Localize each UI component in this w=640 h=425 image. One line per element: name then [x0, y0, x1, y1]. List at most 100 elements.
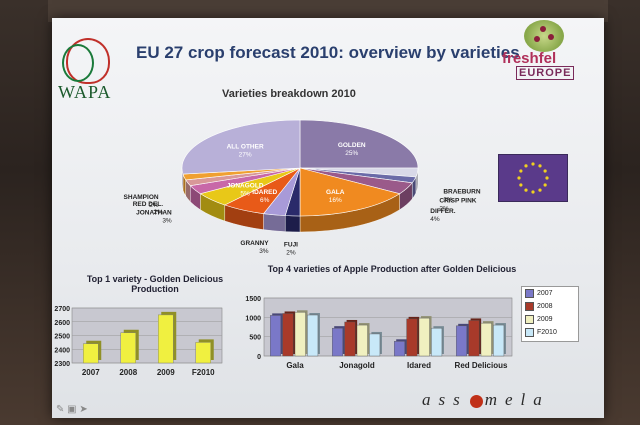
bar-chart-2-title: Top 4 varieties of Apple Production afte…: [267, 264, 517, 274]
pie-slice-value: 4%: [430, 216, 440, 223]
presentation-slide: WAPA EU 27 crop forecast 2010: overview …: [52, 18, 604, 418]
pen-icon[interactable]: ✎: [56, 404, 65, 415]
pie-slice-value: 5%: [240, 191, 250, 198]
flag-star-icon: [543, 183, 547, 187]
bar-chart-2-legend: 2007 2008 2009 F2010: [521, 286, 579, 342]
y-tick-label: 2300: [54, 361, 70, 368]
bar: [282, 313, 294, 357]
flag-star-icon: [531, 190, 535, 194]
pie-slice-value: 2%: [286, 249, 296, 256]
x-tick-label: Gala: [286, 361, 304, 370]
bar: [431, 327, 443, 357]
assomela-brand: ass mela: [422, 390, 550, 410]
pie-slice-label: BRAEBURN: [443, 189, 481, 196]
legend-label: 2007: [537, 290, 553, 297]
slideshow-toolbar[interactable]: ✎ ▣ ➤: [56, 404, 88, 415]
legend-entry: 2009: [522, 313, 578, 326]
pie-slice-label: FUJI: [284, 241, 298, 248]
x-tick-label: 2007: [82, 368, 100, 377]
pie-slice-label: ALL OTHER: [227, 143, 264, 150]
berry-icon: [548, 34, 554, 40]
bar: [83, 343, 99, 364]
pie-slice-label: JONATHAN: [136, 210, 172, 217]
pie-slice: [299, 119, 419, 169]
pie-slice-value: 25%: [345, 150, 358, 157]
brand-left-text: ass: [422, 390, 468, 409]
pie-slice-value: 3%: [162, 218, 172, 225]
wapa-logo: WAPA: [58, 38, 112, 102]
bar: [120, 332, 136, 364]
bar: [307, 314, 319, 357]
bar: [480, 322, 492, 357]
pie-slice-label: GALA: [326, 189, 345, 196]
pie-slice-label: CRISP PINK: [439, 198, 476, 205]
pie-slice-label: GOLDEN: [338, 142, 366, 149]
bar: [269, 315, 281, 357]
pie-slice-label: JONAGOLD: [227, 183, 264, 190]
menu-icon[interactable]: ▣: [67, 404, 77, 415]
next-icon[interactable]: ➤: [79, 404, 88, 415]
y-tick-label: 500: [249, 335, 261, 342]
freshfel-logo: freshfel EUROPE: [500, 18, 586, 84]
wapa-logo-text: WAPA: [58, 82, 112, 102]
pie-slice-value: 16%: [329, 197, 342, 204]
flag-star-icon: [519, 169, 523, 173]
projector-screen-top: [48, 0, 608, 22]
x-tick-label: Jonagold: [339, 361, 375, 370]
y-tick-label: 2600: [54, 320, 70, 327]
y-tick-label: 1000: [245, 315, 261, 322]
bar: [468, 320, 480, 357]
freshfel-sub: EUROPE: [516, 66, 575, 80]
x-tick-label: Idared: [407, 361, 431, 370]
pie-slice-label: IDARED: [252, 189, 277, 196]
bar: [406, 318, 418, 357]
pie-slice-value: 27%: [239, 151, 252, 158]
y-tick-label: 1500: [245, 296, 261, 303]
berry-icon: [534, 36, 540, 42]
flag-star-icon: [524, 164, 528, 168]
pie-slice-side: [263, 213, 286, 232]
flag-star-icon: [519, 183, 523, 187]
pie-slice-value: 3%: [443, 197, 453, 204]
bar: [356, 324, 368, 357]
legend-entry: 2007: [522, 287, 578, 300]
apple-icon: [469, 394, 483, 408]
legend-entry: F2010: [522, 326, 578, 339]
flag-star-icon: [538, 188, 542, 192]
flag-star-icon: [538, 164, 542, 168]
legend-label: 2008: [537, 303, 553, 310]
pie-slice-value: 6%: [260, 197, 270, 204]
bar-chart-1-title: Top 1 variety - Golden Delicious Product…: [70, 274, 240, 294]
berry-icon: [540, 26, 546, 32]
pie-slice: [181, 119, 301, 175]
pie-slice-label: RED DEL.: [133, 201, 164, 208]
legend-entry: 2008: [522, 300, 578, 313]
y-tick-label: 2700: [54, 306, 70, 313]
x-tick-label: 2008: [119, 368, 137, 377]
leaf-icon: [524, 20, 564, 52]
bar: [158, 314, 174, 364]
bar: [394, 341, 405, 357]
flag-star-icon: [524, 188, 528, 192]
pie-slice-label: GRANNY: [240, 240, 269, 247]
flag-star-icon: [531, 162, 535, 166]
bar: [294, 312, 306, 357]
bar: [344, 321, 356, 357]
legend-label: 2009: [537, 316, 553, 323]
flag-star-icon: [545, 176, 549, 180]
x-tick-label: Red Delicious: [455, 361, 508, 370]
brand-right-text: mela: [484, 390, 550, 409]
pie-slice-value: 2%: [154, 209, 164, 216]
pie-slice-label: DIFFER.: [430, 208, 455, 215]
bar: [418, 317, 430, 357]
y-tick-label: 2400: [54, 347, 70, 354]
pie-slice-value: 2%: [439, 206, 449, 213]
pie-slice-label: SHAMPION: [124, 194, 159, 201]
pie-slice-value: 3%: [259, 248, 269, 255]
freshfel-name: freshfel: [502, 50, 557, 67]
bar: [456, 325, 467, 357]
slide-title: EU 27 crop forecast 2010: overview by va…: [136, 43, 520, 62]
pie-slice: [299, 167, 401, 217]
y-tick-label: 0: [257, 354, 261, 361]
bar-chart-1-title-line2: Production: [131, 284, 179, 294]
